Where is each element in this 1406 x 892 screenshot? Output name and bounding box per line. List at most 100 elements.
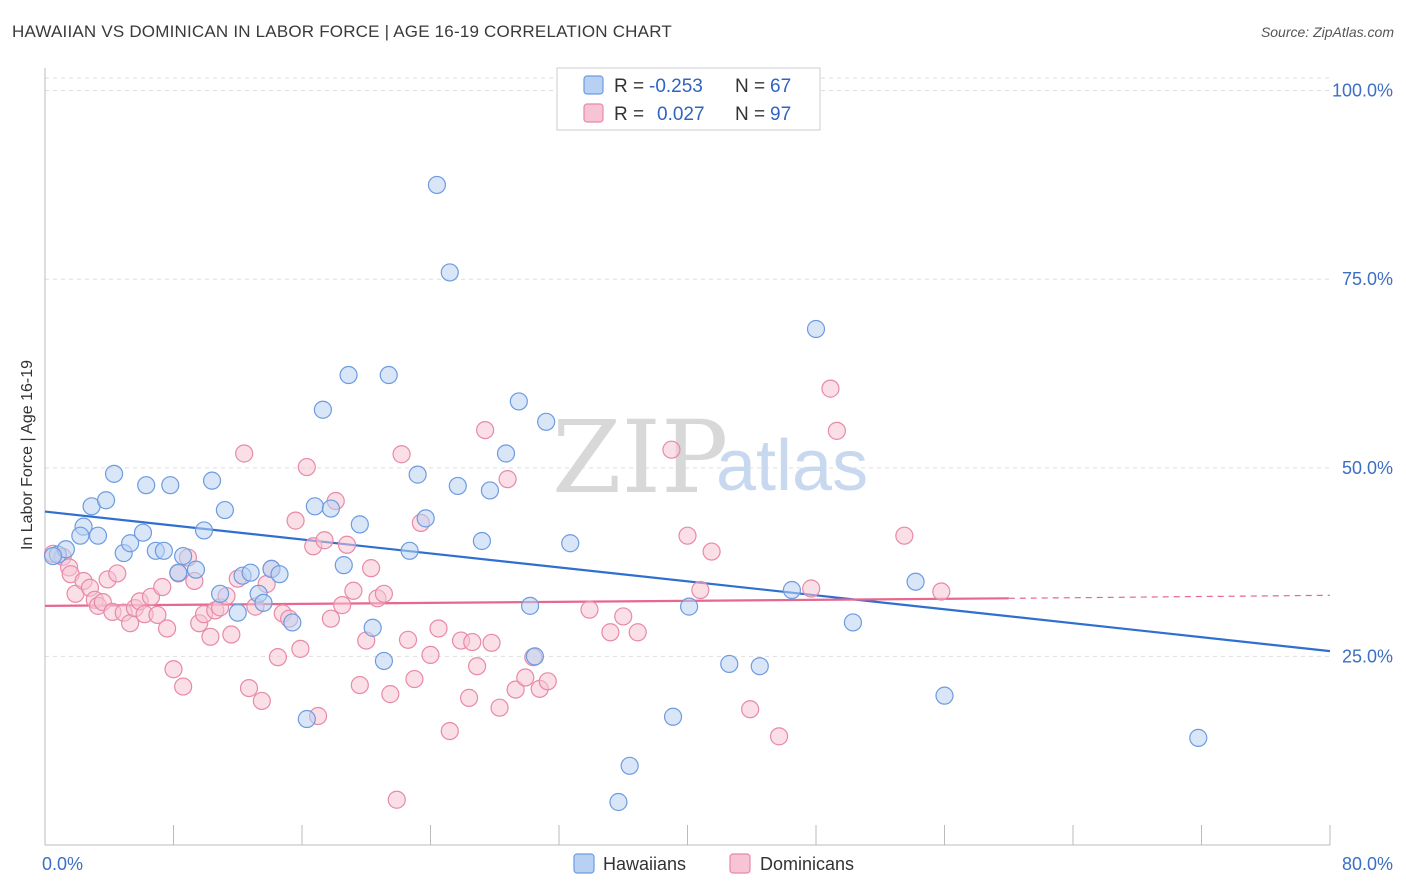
stats-swatch-hawaiians: [583, 75, 604, 95]
point-dominicans: [662, 440, 681, 459]
point-hawaiians: [843, 613, 863, 632]
point-hawaiians: [509, 392, 528, 411]
point-dominicans: [802, 579, 821, 598]
point-hawaiians: [480, 481, 500, 500]
stats-r-label-dominicans: R =: [614, 104, 644, 125]
point-dominicans: [429, 619, 448, 638]
point-hawaiians: [561, 534, 580, 553]
source-label: Source: ZipAtlas.com: [1260, 24, 1394, 40]
point-dominicans: [538, 672, 557, 691]
point-hawaiians: [194, 521, 214, 540]
stats-swatch-dominicans: [583, 103, 604, 123]
point-dominicans: [344, 581, 363, 600]
point-dominicans: [108, 564, 127, 583]
point-hawaiians: [104, 464, 124, 483]
point-hawaiians: [496, 444, 516, 463]
trend-line-dominicans-extrapolated: [1008, 594, 1331, 599]
point-dominicans: [268, 648, 288, 667]
point-dominicans: [459, 688, 479, 707]
point-dominicans: [174, 677, 193, 696]
point-hawaiians: [363, 618, 382, 637]
point-hawaiians: [43, 546, 63, 566]
point-hawaiians: [1189, 728, 1208, 747]
point-dominicans: [678, 526, 697, 545]
point-hawaiians: [720, 654, 739, 674]
point-hawaiians: [71, 526, 90, 545]
stats-n-label-dominicans: N =: [735, 104, 765, 125]
point-dominicans: [821, 379, 840, 398]
point-dominicans: [361, 559, 381, 578]
point-hawaiians: [154, 541, 173, 560]
point-hawaiians: [620, 756, 639, 775]
stats-n-value-hawaiians: 67: [770, 76, 791, 97]
point-dominicans: [321, 609, 341, 628]
point-dominicans: [691, 580, 710, 600]
point-hawaiians: [297, 709, 316, 729]
point-dominicans: [580, 600, 599, 619]
point-hawaiians: [321, 499, 341, 518]
point-dominicans: [932, 582, 951, 601]
y-tick-labels: 25.0% 50.0% 75.0% 100.0%: [1332, 81, 1393, 667]
point-hawaiians: [448, 476, 467, 496]
point-dominicans: [392, 445, 411, 464]
point-hawaiians: [137, 476, 156, 495]
y-tick-label: 50.0%: [1342, 458, 1393, 478]
point-hawaiians: [350, 515, 369, 534]
point-dominicans: [239, 678, 259, 698]
point-dominicans: [398, 630, 418, 649]
point-hawaiians: [334, 556, 353, 575]
legend-label-dominicans: Dominicans: [760, 854, 854, 874]
point-dominicans: [286, 511, 305, 530]
point-hawaiians: [408, 465, 427, 484]
point-dominicans: [333, 596, 352, 615]
point-hawaiians: [440, 263, 459, 282]
point-hawaiians: [806, 319, 826, 339]
point-dominicans: [315, 531, 334, 550]
legend-swatch-dominicans: [729, 853, 751, 874]
point-dominicans: [476, 420, 495, 440]
trend-line-hawaiians: [44, 510, 1331, 653]
stats-n-label-hawaiians: N =: [735, 76, 765, 97]
y-tick-label: 100.0%: [1332, 81, 1393, 101]
point-hawaiians: [174, 546, 193, 566]
axes: [44, 68, 1331, 846]
point-hawaiians: [935, 686, 954, 705]
point-dominicans: [164, 660, 183, 679]
point-hawaiians: [782, 580, 802, 600]
point-dominicans: [235, 444, 254, 463]
point-dominicans: [405, 669, 424, 689]
point-dominicans: [421, 645, 440, 664]
watermark-zip: ZIP: [552, 399, 728, 516]
y-tick-label: 25.0%: [1342, 646, 1393, 666]
stats-n-value-dominicans: 97: [770, 104, 791, 125]
point-hawaiians: [96, 491, 116, 510]
point-dominicans: [498, 470, 517, 489]
point-dominicans: [506, 680, 525, 699]
point-hawaiians: [202, 471, 222, 490]
point-dominicans: [614, 607, 633, 626]
point-hawaiians: [520, 596, 540, 615]
point-dominicans: [628, 623, 647, 642]
stats-box: R = -0.253 N = 67 R = 0.027 N = 97: [556, 67, 821, 131]
y-tick-label: 75.0%: [1342, 269, 1393, 289]
x-tick-label: 80.0%: [1342, 854, 1393, 874]
legend: Hawaiians Dominicans: [573, 853, 854, 874]
point-dominicans: [381, 685, 400, 704]
point-dominicans: [467, 657, 487, 676]
stats-r-label-hawaiians: R =: [614, 76, 644, 97]
point-hawaiians: [537, 412, 556, 431]
point-hawaiians: [416, 509, 435, 528]
legend-label-hawaiians: Hawaiians: [603, 854, 686, 874]
point-hawaiians: [379, 365, 398, 385]
point-hawaiians: [161, 476, 180, 495]
data-points: [43, 175, 1208, 812]
stats-r-value-hawaiians: -0.253: [649, 76, 703, 97]
point-dominicans: [350, 675, 369, 695]
point-hawaiians: [339, 365, 358, 385]
point-hawaiians: [400, 541, 419, 560]
stats-r-value-dominicans: 0.027: [657, 104, 705, 125]
point-hawaiians: [283, 613, 302, 632]
point-hawaiians: [525, 647, 545, 666]
chart-title: HAWAIIAN VS DOMINICAN IN LABOR FORCE | A…: [12, 22, 672, 41]
watermark: ZIP atlas: [552, 399, 868, 516]
